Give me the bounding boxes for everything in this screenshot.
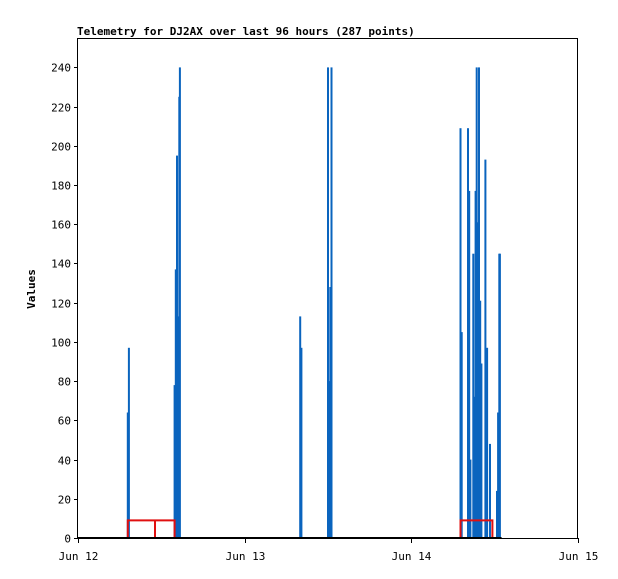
y-axis-label: Values [25, 269, 38, 309]
x-tick-label: Jun 14 [392, 550, 432, 563]
telemetry-bar [474, 190, 477, 538]
y-axis-ticks: 0 20 40 60 80 100 120 140 160 180 200 220 240 [51, 62, 78, 546]
telemetry-bar [178, 67, 181, 539]
y-tick-label: 220 [51, 102, 71, 115]
y-tick-label: 0 [64, 533, 71, 546]
y-tick-label: 60 [58, 415, 71, 428]
y-tick-label: 240 [51, 62, 71, 75]
telemetry-bar [479, 300, 482, 538]
x-axis-ticks: Jun 12 Jun 13 Jun 14 Jun 15 [59, 538, 599, 563]
y-tick-label: 20 [58, 494, 71, 507]
telemetry-bar [173, 385, 176, 538]
telemetry-bar [329, 287, 332, 538]
y-tick-label: 120 [51, 298, 71, 311]
plot-area [78, 67, 502, 539]
y-tick-label: 80 [58, 376, 71, 389]
telemetry-bar [328, 381, 331, 538]
telemetry-bar [478, 67, 480, 539]
telemetry-bar [476, 222, 479, 539]
telemetry-bar [486, 347, 489, 538]
telemetry-bar [299, 316, 302, 538]
telemetry-bar [459, 128, 462, 538]
chart-title: Telemetry for DJ2AX over last 96 hours (… [77, 25, 415, 38]
telemetry-bar [177, 316, 180, 538]
telemetry-bar [473, 396, 476, 538]
telemetry-bar [176, 155, 178, 538]
telemetry-bar [468, 190, 471, 538]
telemetry-bar [496, 490, 498, 538]
telemetry-bar [480, 363, 483, 538]
telemetry-bar [484, 159, 487, 538]
telemetry-bar [497, 412, 500, 538]
x-tick-label: Jun 13 [226, 550, 266, 563]
telemetry-bar [475, 67, 478, 539]
y-tick-label: 180 [51, 180, 71, 193]
telemetry-step-line [126, 519, 176, 538]
telemetry-bar [327, 67, 329, 539]
telemetry-bar [174, 269, 177, 538]
y-tick-label: 160 [51, 219, 71, 232]
x-tick-label: Jun 12 [59, 550, 99, 563]
telemetry-bar [126, 412, 129, 538]
telemetry-bar [300, 347, 303, 538]
telemetry-bar [498, 253, 501, 538]
telemetry-bar [469, 459, 472, 538]
telemetry-step-line [459, 519, 494, 538]
y-tick-label: 40 [58, 455, 71, 468]
y-tick-label: 140 [51, 258, 71, 271]
telemetry-bar [330, 67, 333, 539]
telemetry-bar [467, 128, 469, 538]
telemetry-bar [460, 332, 463, 538]
telemetry-bar [472, 253, 475, 538]
y-tick-label: 100 [51, 337, 71, 350]
y-tick-label: 200 [51, 141, 71, 154]
telemetry-bar [489, 443, 491, 538]
telemetry-bar [127, 347, 130, 538]
x-tick-label: Jun 15 [559, 550, 599, 563]
